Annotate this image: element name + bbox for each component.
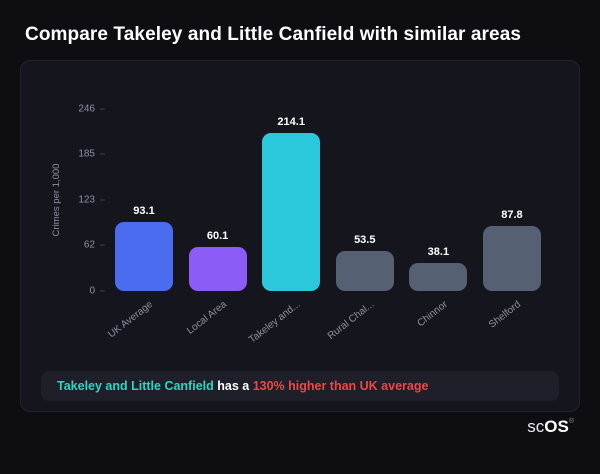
x-axis-label: Shelford	[487, 299, 524, 331]
y-tick: 185	[78, 149, 105, 160]
y-tick-label: 0	[89, 285, 95, 297]
note-middle-text: has a	[213, 379, 253, 393]
page-title: Compare Takeley and Little Canfield with…	[25, 24, 522, 45]
y-tick: 0	[89, 286, 105, 297]
bar[interactable]	[335, 251, 394, 291]
y-tick: 246	[78, 104, 105, 115]
bar[interactable]	[409, 262, 468, 291]
bar-value-label: 93.1	[133, 205, 155, 218]
x-axis-label: Chinnor	[415, 299, 450, 330]
y-tick-mark	[100, 153, 105, 155]
bar-group: 93.1 UK Average	[107, 109, 173, 340]
y-tick-label: 246	[78, 103, 95, 115]
plot-area: 93.1 UK Average 60.1 Local Area 214.1 Takeley…	[107, 109, 555, 346]
bar-value-label: 60.1	[206, 229, 229, 242]
y-tick-label: 185	[78, 148, 95, 160]
bar[interactable]	[482, 226, 541, 291]
x-axis-label: UK Average	[106, 299, 156, 341]
chart-card: Crimes per 1,000 93.1 UK Average 60.1 Local…	[20, 60, 580, 412]
bar-value-label: 214.1	[277, 115, 305, 128]
bar[interactable]	[115, 222, 173, 291]
registered-mark: ®	[568, 418, 574, 425]
y-tick-label: 62	[83, 239, 95, 251]
comparison-note: Takeley and Little Canfield has a 130% h…	[41, 371, 559, 401]
x-axis-label: Rural Chal...	[325, 299, 377, 342]
y-tick: 62	[84, 240, 105, 251]
bar[interactable]	[188, 246, 247, 291]
bar-group: 53.5 Rural Chal...	[326, 109, 394, 342]
bar-group: 38.1 Chinnor	[409, 109, 468, 329]
y-tick-mark	[100, 290, 105, 292]
logo-prefix: sc	[527, 417, 545, 436]
bar-group: 87.8 Shelford	[482, 109, 541, 331]
y-tick-mark	[100, 244, 105, 246]
x-axis-label: Takeley and...	[247, 299, 303, 346]
y-tick-mark	[100, 108, 105, 110]
y-tick-label: 123	[78, 194, 95, 206]
y-tick: 123	[78, 195, 105, 206]
bar-value-label: 53.5	[354, 234, 376, 247]
bar-value-label: 38.1	[427, 245, 450, 258]
bar-group: 214.1 Takeley and...	[247, 109, 321, 346]
y-axis-label: Crimes per 1,000	[51, 163, 62, 237]
note-area-name: Takeley and Little Canfield	[57, 379, 214, 393]
scos-logo: scOS®	[0, 418, 574, 435]
bar-chart: Crimes per 1,000 93.1 UK Average 60.1 Local…	[51, 104, 555, 346]
x-axis-label: Local Area	[184, 299, 230, 337]
note-stat-text: 130% higher than UK average	[252, 379, 429, 393]
y-tick-mark	[100, 199, 105, 201]
logo-suffix: OS	[544, 417, 569, 436]
bar-value-label: 87.8	[501, 209, 523, 222]
bar-group: 60.1 Local Area	[185, 109, 247, 337]
bar[interactable]	[262, 132, 321, 291]
